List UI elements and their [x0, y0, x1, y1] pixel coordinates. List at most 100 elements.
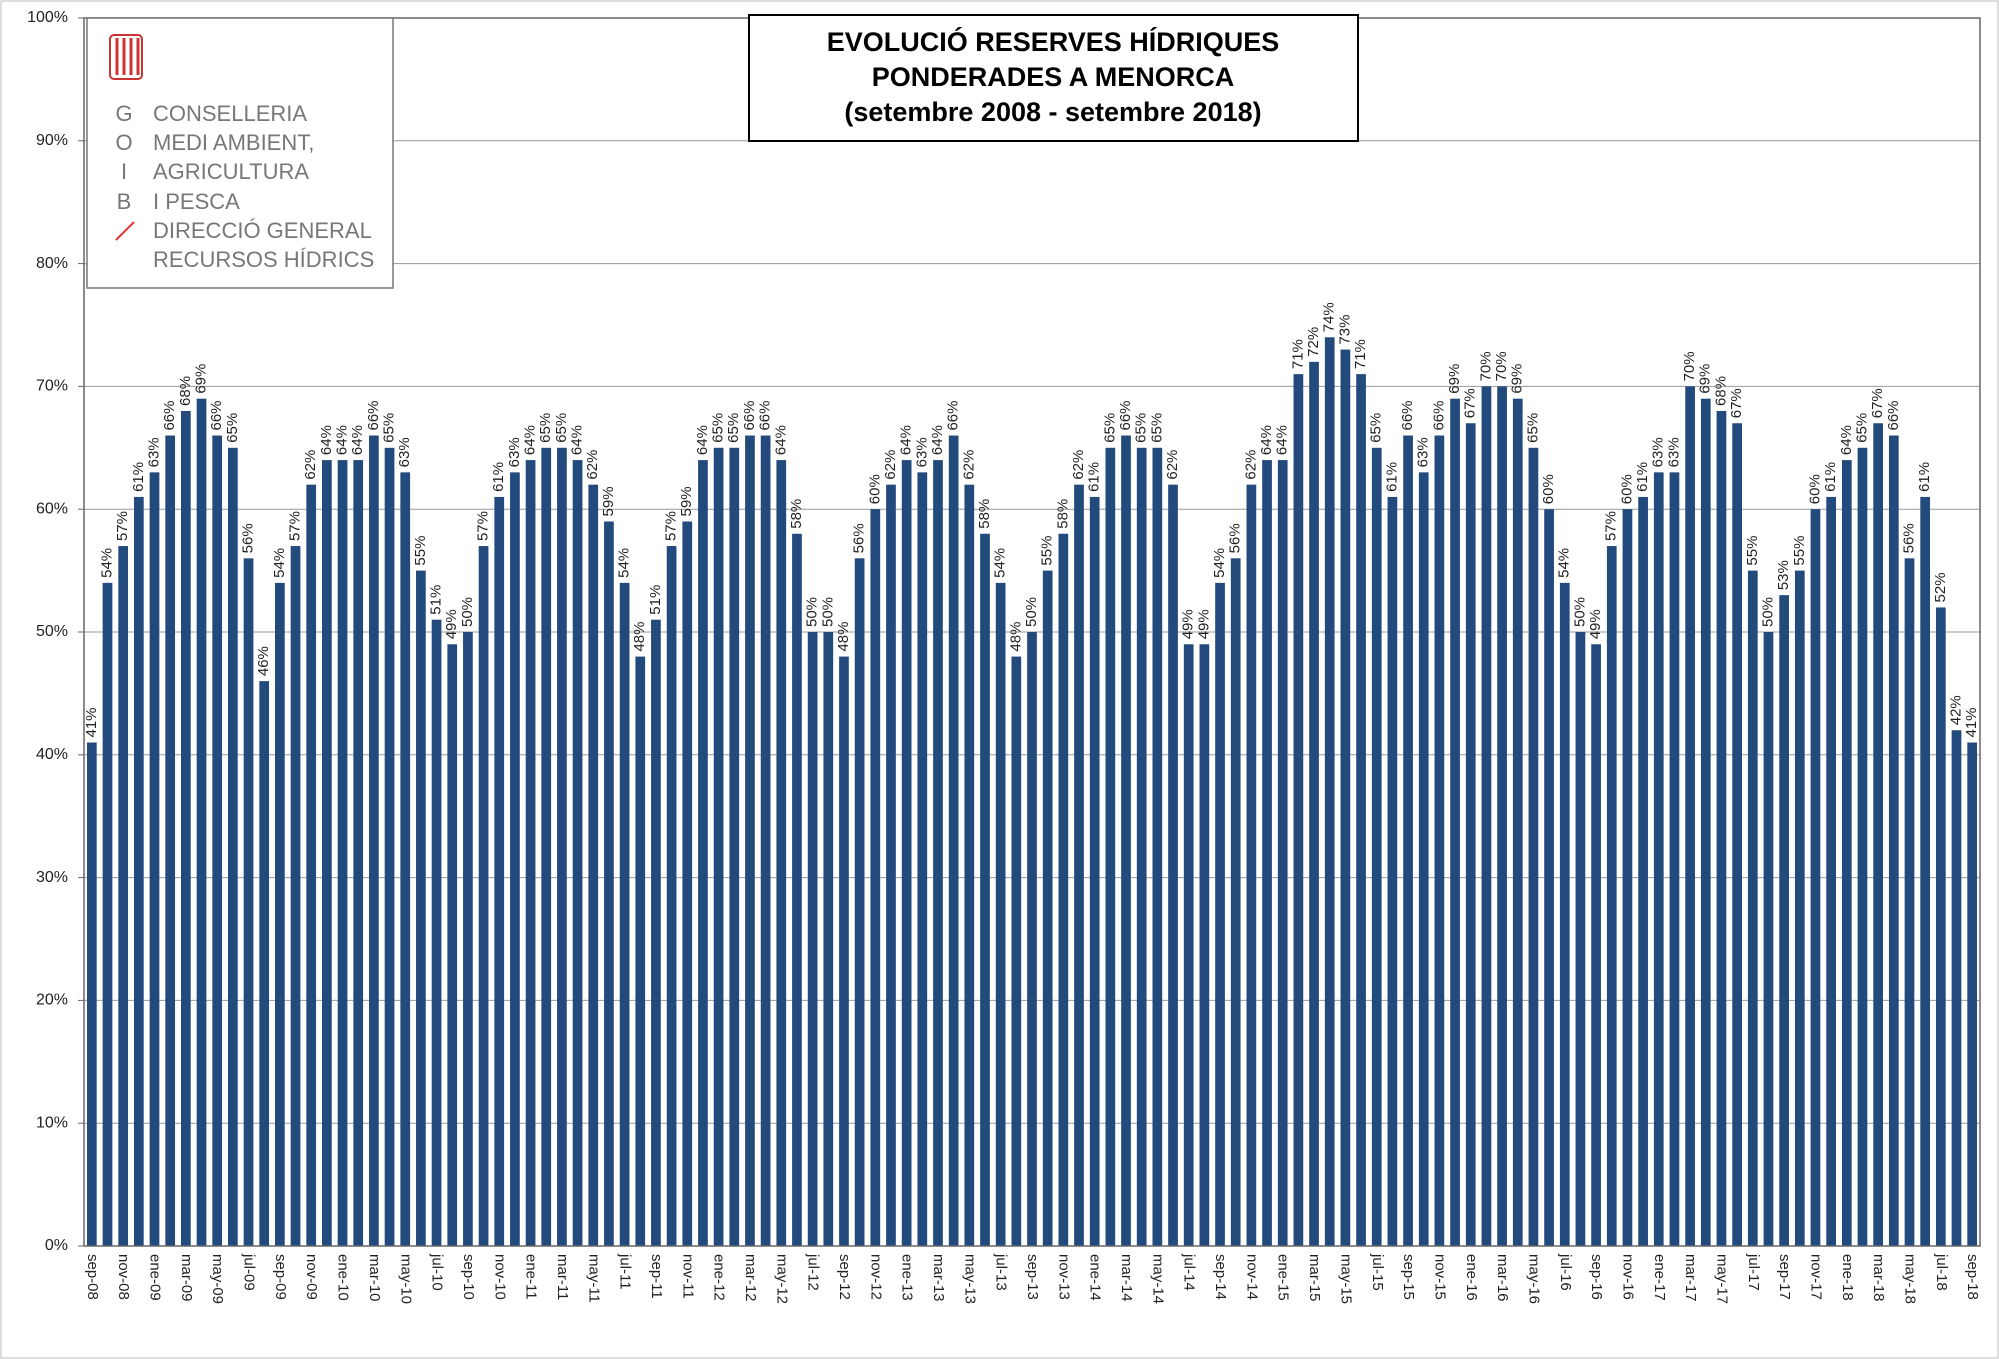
- x-tick-label: jul-14: [1181, 1253, 1198, 1291]
- bar: [463, 632, 473, 1246]
- value-label: 59%: [600, 486, 617, 516]
- x-tick-label: sep-08: [84, 1254, 101, 1300]
- bar: [1058, 533, 1069, 1246]
- bar: [1450, 398, 1460, 1246]
- bar: [165, 435, 176, 1246]
- bar: [1810, 509, 1821, 1246]
- chart-subtitle: (setembre 2008 - setembre 2018): [844, 97, 1261, 127]
- x-tick-label: sep-14: [1212, 1254, 1229, 1300]
- x-tick-label: mar-10: [366, 1254, 383, 1302]
- value-label: 66%: [757, 400, 774, 430]
- value-label: 70%: [1493, 351, 1510, 381]
- x-tick-label: jul-10: [429, 1253, 446, 1291]
- bar: [1262, 460, 1272, 1247]
- bar: [666, 546, 677, 1246]
- value-label: 42%: [1947, 695, 1964, 725]
- bar: [290, 546, 301, 1246]
- value-label: 67%: [1869, 388, 1886, 418]
- value-label: 60%: [1618, 474, 1635, 504]
- value-label: 73%: [1336, 315, 1353, 345]
- value-label: 48%: [1007, 622, 1024, 652]
- x-tick-label: ene-10: [335, 1254, 352, 1301]
- value-label: 69%: [1697, 364, 1714, 394]
- x-tick-label: mar-13: [930, 1254, 947, 1302]
- value-label: 54%: [271, 548, 288, 578]
- x-tick-label: mar-17: [1682, 1254, 1699, 1302]
- value-label: 64%: [929, 425, 946, 455]
- bar: [243, 558, 254, 1246]
- bar: [447, 644, 458, 1246]
- x-tick-label: sep-15: [1400, 1254, 1417, 1300]
- value-label: 66%: [1117, 400, 1134, 430]
- bar: [1356, 374, 1366, 1246]
- value-label: 49%: [1195, 609, 1212, 639]
- bar: [1967, 742, 1978, 1246]
- bar: [1497, 386, 1507, 1246]
- bar: [886, 484, 896, 1246]
- bar: [1215, 582, 1225, 1246]
- bar: [964, 484, 975, 1246]
- x-tick-label: jul-17: [1745, 1253, 1762, 1291]
- value-label: 50%: [804, 597, 821, 627]
- bar: [651, 619, 661, 1246]
- x-tick-label: ene-17: [1651, 1254, 1668, 1301]
- x-tick-label: may-15: [1337, 1254, 1354, 1304]
- value-label: 57%: [475, 511, 492, 541]
- bar: [1418, 472, 1429, 1246]
- bar: [149, 472, 160, 1246]
- value-label: 58%: [788, 499, 805, 529]
- value-label: 63%: [506, 437, 523, 467]
- bars: [86, 337, 1978, 1247]
- logo-line: AGRICULTURA: [153, 159, 309, 184]
- value-label: 64%: [334, 425, 351, 455]
- x-tick-label: mar-09: [178, 1254, 195, 1302]
- bar: [1011, 656, 1022, 1246]
- bar: [1074, 484, 1084, 1246]
- x-tick-label: ene-12: [711, 1254, 728, 1301]
- bar: [1888, 435, 1899, 1246]
- bar: [729, 447, 740, 1246]
- bar: [259, 681, 270, 1246]
- bar: [1732, 423, 1742, 1246]
- value-label: 41%: [83, 707, 100, 737]
- value-label: 62%: [584, 450, 601, 480]
- x-tick-label: nov-08: [115, 1254, 132, 1300]
- value-label: 46%: [255, 646, 272, 676]
- bar: [823, 632, 834, 1246]
- bar: [180, 410, 191, 1247]
- bar: [1324, 337, 1335, 1246]
- bar: [557, 447, 567, 1246]
- x-tick-label: nov-12: [867, 1254, 884, 1300]
- x-tick-label: ene-11: [523, 1254, 540, 1300]
- title-box: EVOLUCIÓ RESERVES HÍDRIQUES PONDERADES A…: [748, 14, 1359, 142]
- bar: [604, 521, 614, 1246]
- bar: [494, 496, 505, 1246]
- x-tick-label: sep-09: [272, 1254, 289, 1300]
- value-label: 69%: [1509, 364, 1526, 394]
- bar: [1841, 460, 1852, 1247]
- value-label: 50%: [1759, 597, 1776, 627]
- value-label: 62%: [1242, 450, 1259, 480]
- bar: [1309, 361, 1319, 1247]
- bar: [760, 435, 771, 1246]
- value-label: 54%: [1211, 548, 1228, 578]
- bar: [1606, 546, 1617, 1246]
- x-tick-label: may-14: [1149, 1254, 1166, 1304]
- x-tick-label: may-11: [585, 1254, 602, 1303]
- value-label: 65%: [381, 413, 398, 443]
- value-label: 57%: [1603, 511, 1620, 541]
- x-tick-label: ene-09: [147, 1254, 164, 1301]
- value-label: 64%: [569, 425, 586, 455]
- x-tick-label: jul-12: [805, 1253, 822, 1291]
- bar: [1575, 632, 1586, 1246]
- bar: [1387, 496, 1398, 1246]
- x-tick-label: nov-17: [1808, 1254, 1825, 1300]
- bar: [619, 582, 630, 1246]
- logo-letter: B: [117, 189, 132, 214]
- x-tick-label: jul-09: [241, 1253, 258, 1291]
- x-tick-label: nov-09: [303, 1254, 320, 1300]
- y-tick-label: 100%: [27, 9, 68, 26]
- bar: [431, 619, 442, 1246]
- value-label: 64%: [1274, 425, 1291, 455]
- value-label: 63%: [1415, 437, 1432, 467]
